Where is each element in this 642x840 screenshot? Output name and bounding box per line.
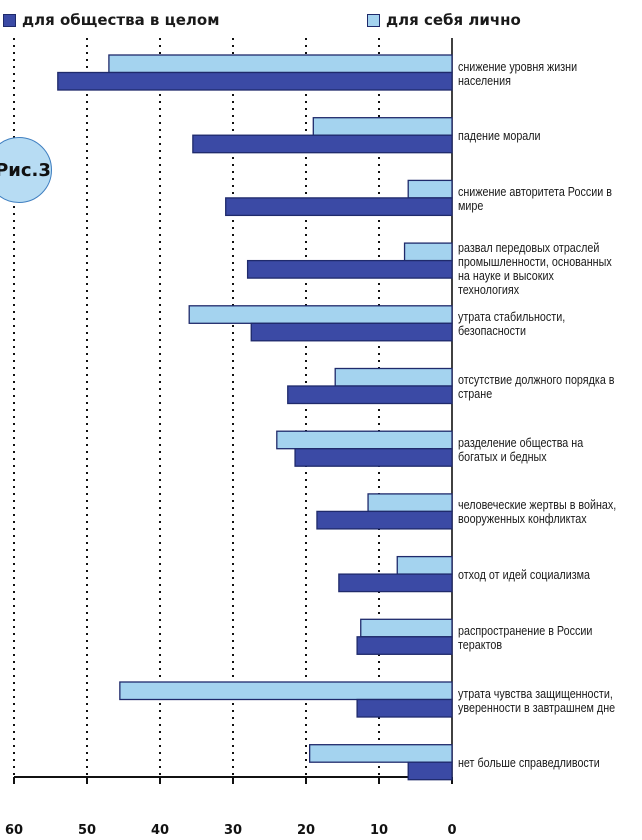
bar-personal-5 — [188, 305, 453, 324]
category-label-4: развал передовых отраслей промышленности… — [458, 240, 612, 297]
bar-personal-9 — [396, 555, 453, 575]
legend-swatch-personal — [367, 13, 380, 27]
x-tick-label-10: 10 — [370, 823, 388, 838]
category-label-11: утрата чувства защищенности, уверенности… — [458, 686, 616, 715]
legend-item-personal: для себя лично — [367, 10, 521, 30]
bar-personal-3 — [407, 179, 453, 199]
bar-personal-4 — [403, 242, 453, 262]
legend-swatch-society — [3, 13, 16, 27]
x-tick-label-20: 20 — [297, 823, 315, 838]
bar-personal-7 — [276, 430, 453, 450]
category-label-2: падение морали — [458, 129, 541, 144]
legend-label-society: для общества в целом — [22, 11, 220, 29]
category-label-8: человеческие жертвы в войнах, вооруженны… — [458, 498, 617, 527]
figure-badge: Рис.3 — [0, 137, 52, 203]
bar-society-9 — [338, 573, 453, 593]
category-label-3: снижение авторитета России в мире — [458, 184, 612, 213]
x-tick-label-0: 0 — [447, 823, 456, 838]
x-tick-label-30: 30 — [224, 823, 242, 838]
bar-personal-10 — [360, 618, 453, 638]
bar-society-10 — [356, 636, 453, 655]
x-tick-label-50: 50 — [78, 823, 96, 838]
x-tick-label-40: 40 — [151, 823, 169, 838]
category-label-10: распространение в России терактов — [458, 623, 593, 652]
category-label-1: снижение уровня жизни населения — [458, 59, 578, 88]
bar-society-2 — [192, 134, 453, 154]
x-tick-label-60: 60 — [5, 823, 23, 838]
bar-personal-2 — [312, 117, 453, 136]
bar-personal-6 — [334, 367, 453, 387]
bar-society-3 — [225, 197, 453, 217]
bar-society-12 — [407, 761, 453, 781]
category-label-12: нет больше справедливости — [458, 756, 600, 771]
legend-item-society: для общества в целом — [3, 10, 219, 30]
category-label-6: отсутствие должного порядка в стране — [458, 373, 615, 401]
bar-society-6 — [287, 385, 453, 405]
bar-society-8 — [316, 510, 453, 530]
category-label-7: разделение общества на богатых и бедных — [458, 435, 584, 464]
bar-society-11 — [356, 698, 453, 718]
bar-society-4 — [246, 259, 453, 279]
category-label-9: отход от идей социализма — [458, 568, 591, 583]
bar-society-5 — [250, 322, 453, 342]
bar-personal-12 — [308, 744, 453, 763]
bar-society-1 — [57, 71, 453, 91]
figure-label: Рис.3 — [0, 159, 51, 181]
bar-personal-8 — [367, 493, 453, 513]
category-label-5: утрата стабильности, безопасности — [458, 310, 566, 339]
bar-personal-1 — [108, 54, 453, 74]
bar-society-7 — [294, 448, 453, 467]
legend-label-personal: для себя лично — [386, 11, 521, 29]
bar-personal-11 — [119, 681, 453, 701]
